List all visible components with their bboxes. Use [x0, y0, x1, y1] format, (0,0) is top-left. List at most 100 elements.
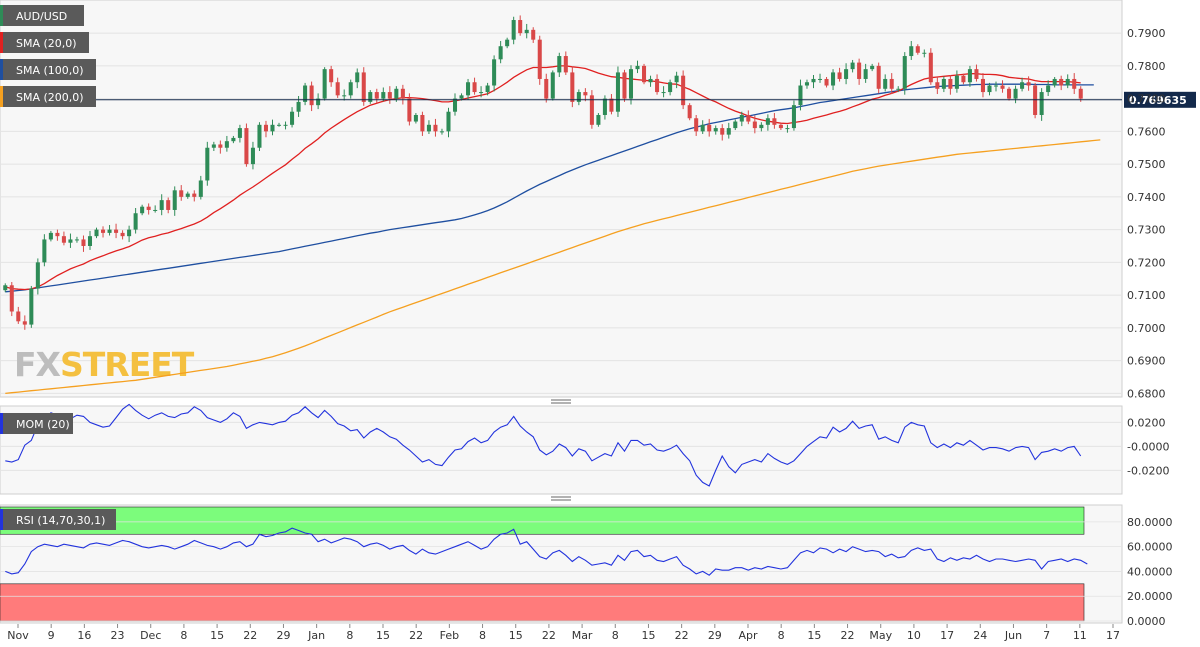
candle — [896, 86, 901, 93]
candle-body — [42, 239, 47, 263]
candle-body — [479, 92, 484, 94]
candle-body — [329, 69, 334, 83]
current-price-line: 0.769635 — [0, 91, 1196, 108]
candle-body — [211, 144, 216, 148]
fxstreet-logo: FXSTREET — [14, 345, 196, 384]
candle-body — [407, 98, 412, 122]
price-tick-label: 0.7000 — [1127, 322, 1166, 335]
candle — [954, 70, 959, 93]
candle-body — [863, 69, 868, 79]
pane-splitter-2[interactable] — [551, 496, 571, 501]
candle-body — [511, 20, 516, 40]
candle-body — [707, 124, 712, 132]
candle-body — [192, 193, 197, 197]
sma100-line — [5, 83, 1094, 293]
candle — [596, 113, 601, 127]
x-tick-label: 22 — [841, 629, 855, 642]
candle — [498, 40, 503, 64]
candle — [316, 93, 321, 110]
candle-body — [642, 65, 647, 83]
candle — [198, 175, 203, 200]
candle-body — [368, 92, 373, 102]
pane-splitter-1[interactable] — [551, 399, 571, 404]
candle — [746, 110, 751, 125]
candle — [707, 118, 712, 137]
candle-body — [335, 82, 340, 96]
candle-body — [1072, 78, 1077, 89]
candle — [922, 49, 927, 58]
x-tick-label: Apr — [738, 629, 758, 642]
candle-body — [817, 78, 823, 80]
candle-body — [1046, 85, 1051, 93]
candle — [615, 66, 620, 117]
candle-body — [322, 69, 327, 99]
candle — [681, 70, 686, 110]
candle-body — [954, 75, 959, 89]
candle — [81, 235, 86, 252]
candle — [452, 93, 458, 116]
candle — [544, 73, 549, 103]
candle — [244, 123, 249, 167]
price-tick-label: 0.7800 — [1127, 60, 1166, 73]
candle-body — [446, 111, 451, 132]
candle — [446, 107, 451, 138]
sma100-legend-swatch — [0, 59, 3, 80]
candle — [250, 141, 255, 170]
candle — [439, 128, 444, 135]
candle — [505, 37, 510, 49]
candle-body — [700, 124, 705, 132]
candle-body — [172, 190, 177, 210]
candle-body — [485, 85, 490, 93]
x-tick-label: 10 — [907, 629, 921, 642]
sma200-legend-label: SMA (200,0) — [16, 91, 84, 104]
candle-body — [283, 124, 288, 126]
x-tick-label: Feb — [440, 629, 459, 642]
mom-legend-bg — [0, 413, 73, 434]
rsi-tick-label: 0.0000 — [1127, 615, 1166, 628]
candle-body — [713, 128, 718, 132]
candle-body — [589, 95, 594, 125]
rsi-legend-swatch — [0, 509, 3, 530]
candle-body — [896, 88, 901, 90]
candle-body — [244, 128, 249, 165]
candle — [1020, 77, 1025, 92]
candle — [1065, 74, 1070, 89]
x-tick-label: 7 — [1043, 629, 1050, 642]
x-tick-label: Jun — [1004, 629, 1022, 642]
candles — [3, 15, 1083, 330]
x-tick-label: 22 — [409, 629, 423, 642]
logo-street: STREET — [60, 345, 195, 384]
candle-body — [22, 321, 27, 325]
candle-body — [153, 209, 158, 211]
candle-body — [413, 114, 418, 122]
candle — [570, 66, 575, 108]
candle — [322, 67, 327, 101]
candle — [1033, 82, 1038, 119]
candle-body — [400, 88, 405, 99]
candle-body — [583, 92, 588, 96]
candle-body — [622, 72, 627, 99]
candle-body — [824, 78, 829, 86]
candle — [876, 62, 881, 94]
candle — [687, 103, 692, 121]
candle-body — [68, 239, 73, 243]
candle — [857, 58, 862, 85]
candle — [589, 90, 594, 129]
x-axis: Nov 9 16 23 Dec 8 15 22 29 Jan 8 15 22 Feb 8 15 22 Mar 8 15… — [7, 624, 1120, 642]
candle — [492, 55, 497, 92]
candle-body — [250, 147, 255, 165]
candle-body — [563, 56, 568, 73]
candle — [993, 81, 999, 92]
candle-body — [303, 85, 308, 102]
candle — [153, 205, 158, 213]
candle — [961, 73, 966, 85]
x-tick-label: 29 — [276, 629, 290, 642]
candle-body — [231, 137, 236, 142]
rsi-grid — [0, 521, 1122, 622]
logo-fx: FX — [14, 345, 61, 384]
candle-body — [915, 46, 920, 53]
candle-body — [772, 118, 777, 125]
x-tick-label: 16 — [77, 629, 91, 642]
candle-body — [550, 72, 555, 99]
sma20-line — [5, 65, 1081, 291]
